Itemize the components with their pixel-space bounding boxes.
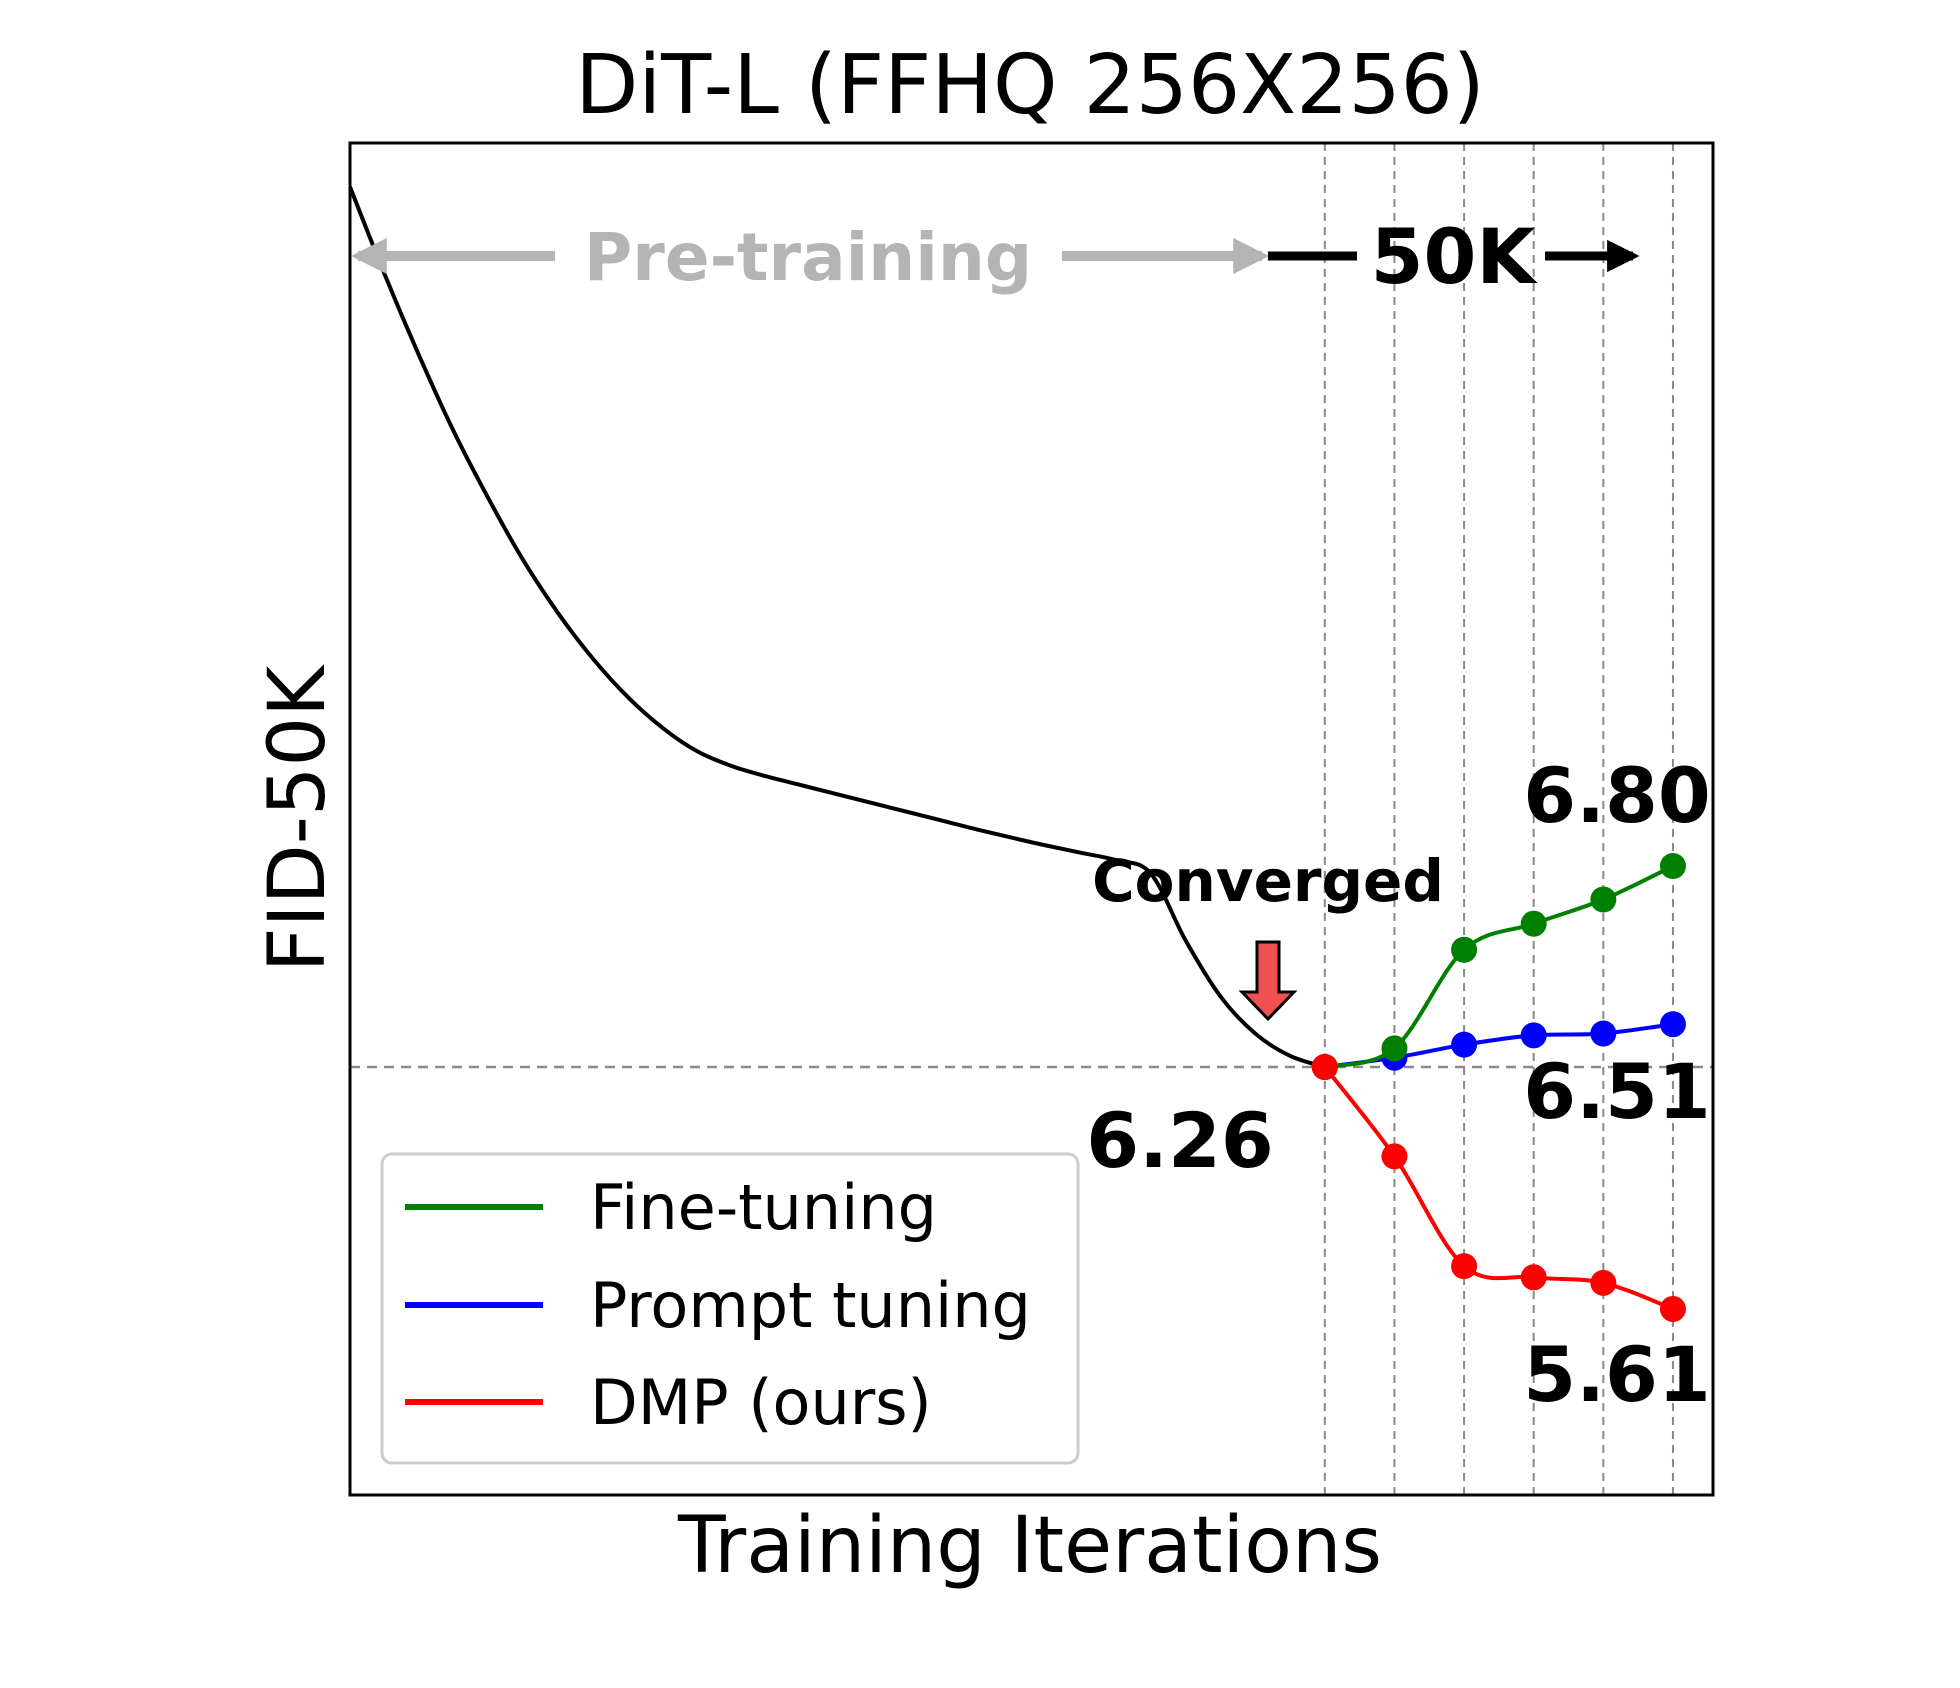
- data-point-dmp: [1451, 1253, 1478, 1280]
- y-axis-label: FID-50K: [253, 664, 343, 972]
- data-point-fine-tuning: [1590, 886, 1617, 913]
- legend-label-prompt-tuning: Prompt tuning: [590, 1269, 1031, 1342]
- legend: Fine-tuning Prompt tuning DMP (ours): [380, 1152, 1080, 1465]
- data-point-prompt-tuning: [1520, 1022, 1547, 1049]
- fine-tuning-value-label: 6.80: [1523, 751, 1711, 840]
- chart-title: DiT-L (FFHQ 256X256): [575, 38, 1485, 133]
- data-point-dmp: [1590, 1269, 1617, 1296]
- converged-annotation: Converged: [1092, 847, 1444, 1022]
- pretraining-annotation: Pre-training: [350, 219, 1270, 296]
- series-layer: [1311, 853, 1686, 1322]
- data-point-dmp: [1520, 1264, 1547, 1291]
- data-point-dmp: [1659, 1295, 1686, 1322]
- data-point-prompt-tuning: [1451, 1031, 1478, 1058]
- legend-box: [380, 1152, 1080, 1465]
- data-point-fine-tuning: [1659, 853, 1686, 879]
- pretraining-curve: [348, 186, 1326, 1069]
- data-point-converged: [1311, 1054, 1338, 1080]
- data-point-fine-tuning: [1451, 936, 1478, 963]
- legend-label-dmp: DMP (ours): [590, 1366, 932, 1439]
- prompt-tuning-value-label: 6.51: [1523, 1047, 1711, 1136]
- legend-label-fine-tuning: Fine-tuning: [590, 1171, 937, 1244]
- iteration-gridlines: [1323, 143, 1674, 1495]
- data-point-dmp: [1381, 1143, 1408, 1170]
- data-point-fine-tuning: [1381, 1035, 1408, 1062]
- pretraining-label: Pre-training: [584, 219, 1032, 296]
- converged-arrow-icon: [1238, 940, 1298, 1022]
- plot-frame: [348, 141, 1715, 1497]
- converged-label: Converged: [1092, 847, 1444, 915]
- dmp-value-label: 5.61: [1523, 1330, 1711, 1419]
- start-value-label: 6.26: [1086, 1096, 1274, 1185]
- data-point-prompt-tuning: [1590, 1020, 1617, 1047]
- data-point-prompt-tuning: [1659, 1011, 1686, 1038]
- iterations-label: 50K: [1371, 212, 1539, 301]
- x-axis-label: Training Iterations: [677, 1501, 1382, 1591]
- data-point-fine-tuning: [1520, 910, 1547, 937]
- iterations-annotation: 50K: [1268, 212, 1640, 301]
